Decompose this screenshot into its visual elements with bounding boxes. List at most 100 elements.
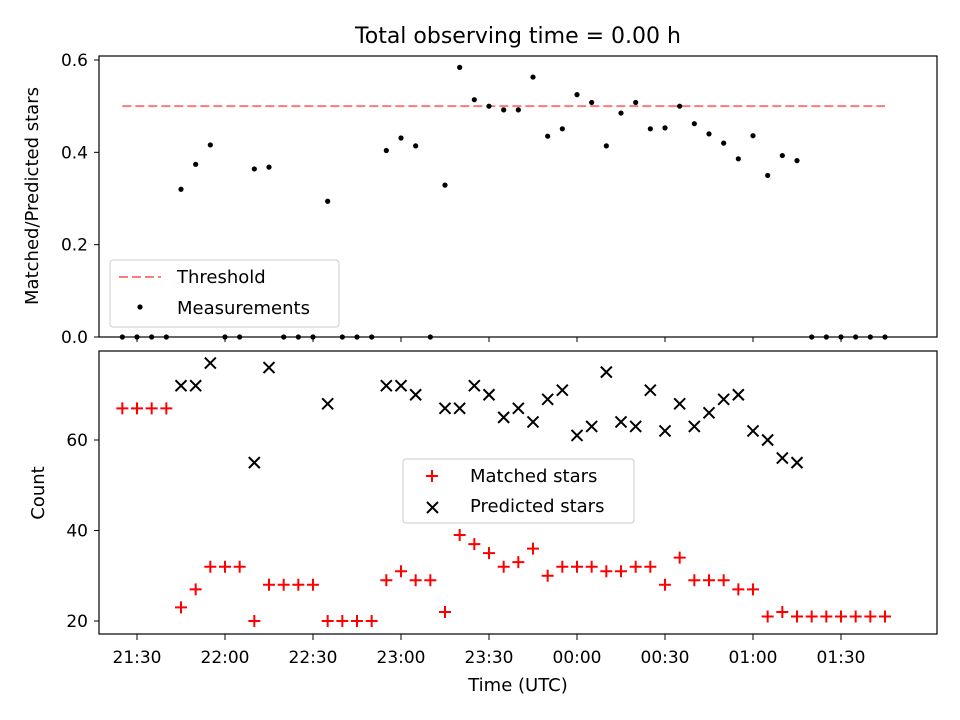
measurement-point (706, 131, 712, 137)
matched-star-point (160, 402, 173, 415)
matched-star-point (468, 538, 481, 551)
measurement-point (222, 334, 228, 340)
measurement-point (618, 110, 624, 116)
measurement-point (398, 135, 404, 141)
measurement-point (310, 334, 316, 340)
matched-star-point (321, 615, 334, 627)
measurement-point (691, 121, 697, 127)
predicted-star-point (790, 456, 804, 469)
matched-star-point (145, 402, 158, 415)
matched-star-point (292, 578, 305, 591)
predicted-star-point (570, 429, 584, 442)
matched-star-point (791, 610, 803, 623)
bottom-plot-frame (98, 350, 938, 635)
x-tick-label: 23:00 (377, 648, 426, 668)
matched-star-point (761, 610, 774, 623)
x-tick-label: 22:00 (201, 648, 250, 668)
measurement-point (574, 92, 580, 98)
legend-predicted-label: Predicted stars (470, 496, 604, 517)
predicted-star-point (629, 420, 642, 433)
measurement-point (867, 334, 873, 340)
predicted-star-point (541, 393, 554, 406)
measurement-point (853, 334, 859, 340)
matched-star-point (512, 556, 525, 569)
matched-star-point (585, 560, 598, 573)
x-tick-label: 01:00 (729, 648, 778, 668)
predicted-star-point (717, 393, 730, 406)
measurement-point (662, 125, 668, 131)
predicted-star-point (409, 388, 422, 401)
matched-star-point (307, 578, 319, 591)
matched-star-point (116, 402, 129, 415)
predicted-star-point (614, 415, 628, 429)
predicted-star-point (644, 384, 657, 397)
matched-star-point (556, 560, 569, 573)
measurement-point (237, 334, 243, 340)
measurement-point (281, 334, 287, 340)
measurement-point (838, 334, 844, 340)
measurement-point (251, 166, 257, 172)
measurement-point (530, 74, 536, 80)
matched-star-point (365, 615, 378, 627)
matched-star-point (732, 583, 745, 596)
predicted-star-point (776, 451, 789, 465)
matched-star-point (703, 574, 715, 587)
matched-star-point (497, 560, 510, 573)
x-tick-label: 21:30 (113, 648, 162, 668)
x-tick-label: 00:00 (553, 648, 602, 668)
predicted-star-point (482, 388, 496, 401)
measurement-point (383, 147, 389, 154)
matched-star-point (409, 574, 422, 587)
x-tick-label: 22:30 (289, 648, 338, 668)
matched-star-point (629, 560, 642, 573)
matched-star-point (805, 610, 818, 623)
measurement-legend-swatch (137, 304, 143, 310)
measurement-point (266, 164, 272, 170)
matched-star-point (336, 615, 349, 627)
measurement-point (471, 97, 477, 103)
measurement-point (677, 103, 683, 109)
measurement-point (823, 334, 829, 340)
matched-star-point (600, 565, 613, 578)
matched-star-point (248, 615, 261, 627)
measurement-point (750, 133, 756, 139)
predicted-star-point (673, 397, 686, 411)
measurement-point (501, 107, 507, 113)
measurement-point (559, 126, 565, 132)
top-legend-box (109, 259, 340, 328)
matched-star-point (688, 574, 701, 587)
predicted-star-point (497, 411, 510, 424)
measurement-point (339, 334, 345, 340)
top-y-tick-label: 0.6 (61, 51, 88, 71)
predicted-star-point (702, 406, 716, 420)
predicted-star-point (761, 433, 774, 447)
measurement-point (589, 99, 595, 106)
predicted-star-point (438, 402, 452, 415)
predicted-star-point (746, 424, 760, 438)
measurement-point (486, 103, 492, 109)
top-y-axis-label: Matched/Predicted stars (22, 87, 43, 305)
matched-star-point (233, 560, 246, 573)
legend-matched-label: Matched stars (470, 466, 597, 487)
matched-star-point (204, 560, 217, 573)
matched-star-point (263, 578, 275, 591)
predicted-star-point (585, 420, 598, 433)
x-tick-label: 23:30 (465, 648, 514, 668)
matched-star-point (131, 402, 143, 415)
matched-star-point (453, 529, 466, 542)
matched-star-point (849, 610, 862, 623)
bottom-y-axis-label: Count (28, 466, 49, 519)
bottom-legend-box (402, 458, 635, 524)
matched-star-point (644, 560, 657, 573)
top-y-tick-label: 0.0 (61, 328, 88, 348)
predicted-star-point (453, 402, 466, 415)
measurement-point (735, 156, 741, 162)
measurement-point (647, 126, 653, 132)
measurement-point (178, 186, 184, 192)
measurement-point (413, 143, 419, 149)
matched-star-point (673, 551, 686, 564)
matched-star-point (835, 610, 847, 623)
x-axis-label: Time (UTC) (467, 675, 568, 696)
matched-star-point (380, 574, 393, 587)
matched-star-point (820, 610, 833, 623)
